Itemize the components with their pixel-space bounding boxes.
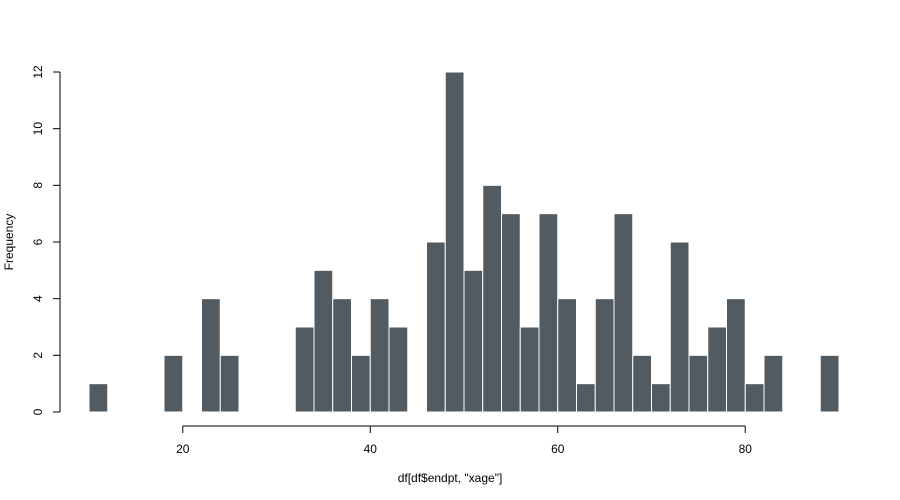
x-axis: 20 40 60 80 (176, 425, 752, 456)
histogram-bar-22 (501, 213, 521, 413)
bars-group (88, 71, 840, 413)
histogram-bar-7 (219, 354, 240, 413)
x-axis-title: df[df$endpt, "xage"] (398, 471, 503, 485)
histogram-bar-6 (201, 298, 221, 413)
histogram-bar-28 (613, 213, 634, 413)
histogram-bar-35 (744, 383, 765, 413)
histogram-bar-0 (88, 383, 109, 413)
histogram-bar-36 (763, 354, 784, 413)
histogram-bar-24 (538, 213, 559, 413)
histogram-bar-11 (294, 326, 315, 413)
histogram-bar-33 (707, 326, 727, 413)
histogram-bar-13 (332, 298, 352, 413)
histogram-bar-20 (463, 269, 484, 413)
histogram-bar-19 (444, 71, 465, 413)
x-ticks: 20 40 60 80 (176, 426, 752, 456)
y-axis-title: Frequency (2, 214, 16, 271)
histogram-bar-18 (426, 241, 446, 413)
y-tick-label: 2 (31, 352, 45, 359)
x-tick-label: 40 (364, 442, 378, 456)
histogram-bar-29 (632, 354, 652, 413)
histogram-bar-27 (594, 298, 615, 413)
y-tick-label: 12 (31, 65, 45, 79)
y-tick-label: 0 (31, 408, 45, 415)
y-tick-label: 4 (31, 295, 45, 302)
histogram-bar-32 (688, 354, 709, 413)
y-ticks: 0 2 4 6 8 10 12 (31, 65, 60, 415)
histogram-bar-21 (482, 184, 502, 413)
histogram-bar-23 (519, 326, 540, 413)
histogram-bar-12 (313, 269, 334, 413)
histogram-bar-14 (351, 354, 371, 413)
histogram-bar-31 (669, 241, 690, 413)
y-tick-label: 10 (31, 122, 45, 136)
histogram-bar-30 (651, 383, 671, 413)
histogram-bar-16 (388, 326, 409, 413)
y-tick-label: 6 (31, 238, 45, 245)
histogram-bar-26 (576, 383, 596, 413)
y-axis: 0 2 4 6 8 10 12 (31, 65, 61, 415)
histogram-bar-34 (726, 298, 746, 413)
x-tick-label: 80 (739, 442, 753, 456)
histogram-bar-25 (557, 298, 577, 413)
x-tick-label: 20 (176, 442, 190, 456)
histogram-bar-4 (163, 354, 184, 413)
histogram-bar-39 (819, 354, 840, 413)
histogram-bar-15 (369, 298, 390, 413)
y-tick-label: 8 (31, 182, 45, 189)
x-tick-label: 60 (551, 442, 565, 456)
